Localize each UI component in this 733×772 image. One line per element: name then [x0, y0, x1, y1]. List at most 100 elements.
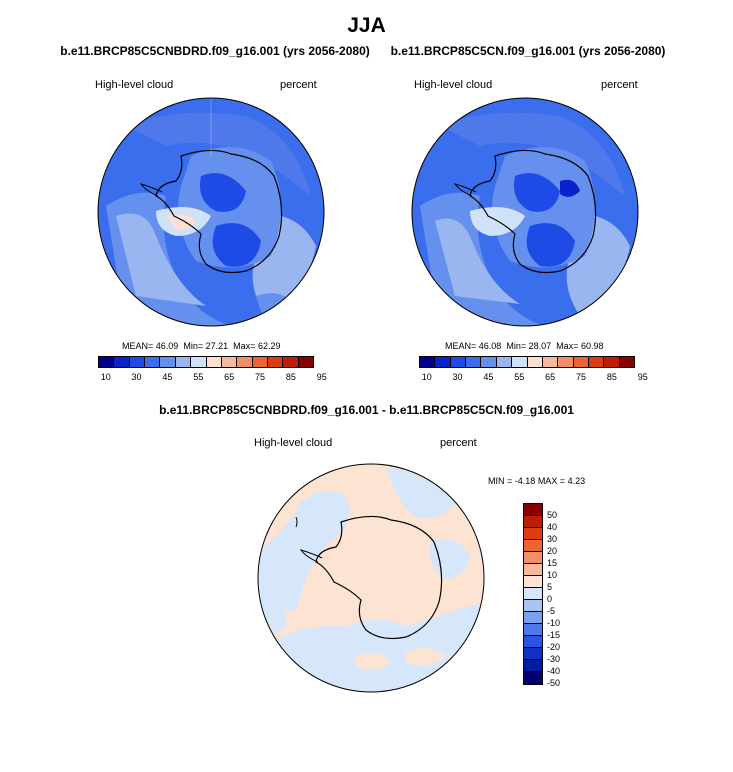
diff-variable-label: High-level cloud: [254, 437, 333, 449]
diff-colorbar-box: [524, 624, 542, 636]
diff-title: b.e11.BRCP85C5CNBDRD.f09_g16.001 - b.e11…: [159, 403, 574, 417]
panel1-colorbar-box: [267, 357, 284, 367]
diff-colorbar-tick-label: -10: [547, 618, 561, 628]
diff-max-label: MAX =: [537, 476, 566, 486]
panel1-colorbar-ticks: 10 30 45 55 65 75 85 95: [98, 372, 327, 384]
diff-colorbar-tick-label: 0: [547, 594, 553, 604]
panel2-colorbar: [419, 356, 635, 368]
diff-colorbar-box: [524, 516, 542, 528]
diff-colorbar-box: [524, 636, 542, 648]
panel1-colorbar-tick-label: 95: [316, 372, 327, 382]
diff-colorbar-tick-label: -50: [547, 678, 561, 688]
panel2-max-label: Max=: [556, 341, 579, 351]
panel1-colorbar-box: [252, 357, 268, 367]
panel2-min-label: Min=: [506, 341, 527, 351]
diff-colorbar-tick-label: 20: [547, 546, 558, 556]
diff-colorbar-box: [524, 576, 542, 588]
panel1-colorbar-box: [191, 357, 207, 367]
panel2-mean-label: MEAN=: [445, 341, 477, 351]
panel2-colorbar-tick-label: 45: [483, 372, 494, 382]
panel1-max-label: Max=: [233, 341, 256, 351]
diff-colorbar-ticks: 50 40 30 20 15 10 5 0 -5 -10 -15 -20 -30 -40 -50: [547, 503, 577, 688]
panel2-colorbar-box: [450, 357, 467, 367]
diff-colorbar-tick-label: 30: [547, 534, 558, 544]
diff-colorbar-tick-label: 10: [547, 570, 558, 580]
diff-min-value: -4.18: [514, 476, 536, 486]
panel1-colorbar-box: [298, 357, 314, 367]
panel1-colorbar-tick-label: 10: [100, 372, 111, 382]
panel2-colorbar-box: [573, 357, 589, 367]
diff-colorbar-tick-label: 5: [547, 582, 553, 592]
panel2-colorbar-box: [466, 357, 482, 367]
diff-colorbar-box: [524, 552, 542, 564]
panel1-colorbar-box: [175, 357, 192, 367]
panel1-min-label: Min=: [183, 341, 204, 351]
panel1-colorbar-box: [114, 357, 130, 367]
panel2-max-value: 60.98: [580, 341, 604, 351]
panel2-run-title: b.e11.BRCP85C5CN.f09_g16.001 (yrs 2056-2…: [390, 44, 666, 58]
panel1-colorbar-tick-label: 45: [162, 372, 173, 382]
panel2-colorbar-tick-label: 85: [606, 372, 617, 382]
panel1-colorbar-box: [206, 357, 222, 367]
panel1-colorbar-box: [283, 357, 299, 367]
panel1-colorbar-tick-label: 65: [224, 372, 235, 382]
diff-colorbar-box: [524, 648, 542, 660]
panel1-polar-map: [97, 97, 325, 327]
panel2-colorbar-box: [558, 357, 574, 367]
panel2-colorbar-box: [512, 357, 528, 367]
panel2-colorbar-tick-label: 65: [545, 372, 556, 382]
panel2-colorbar-box: [542, 357, 559, 367]
panel2-colorbar-tick-label: 95: [637, 372, 648, 382]
panel2-colorbar-box: [619, 357, 635, 367]
diff-max-value: 4.23: [567, 476, 586, 486]
panel2-variable-label: High-level cloud: [414, 79, 493, 91]
panel2-colorbar-ticks: 10 30 45 55 65 75 85 95: [419, 372, 648, 384]
diff-colorbar-box: [524, 540, 542, 552]
panel1-max-value: 62.29: [257, 341, 281, 351]
panel1-colorbar-box: [129, 357, 146, 367]
diff-min-label: MIN =: [488, 476, 513, 486]
diff-colorbar-tick-label: 15: [547, 558, 558, 568]
diff-colorbar-box: [524, 672, 542, 684]
panel2-mean-value: 46.08: [478, 341, 502, 351]
figure-title: JJA: [347, 14, 386, 37]
panel1-colorbar-tick-label: 75: [254, 372, 266, 382]
panel1-mean-value: 46.09: [155, 341, 179, 351]
panel1-colorbar: [98, 356, 314, 368]
diff-colorbar-tick-label: 50: [547, 510, 558, 520]
diff-colorbar-tick-label: 40: [547, 522, 558, 532]
diff-colorbar-box: [524, 600, 542, 612]
panel1-colorbar-box: [237, 357, 253, 367]
panel1-min-value: 27.21: [205, 341, 229, 351]
panel2-stats: MEAN= 46.08 Min= 28.07 Max= 60.98: [445, 341, 603, 351]
panel2-colorbar-box: [527, 357, 543, 367]
panel2-colorbar-tick-label: 55: [514, 372, 525, 382]
diff-colorbar-tick-label: -30: [547, 654, 561, 664]
panel1-colorbar-tick-label: 55: [193, 372, 204, 382]
panel1-colorbar-tick-label: 30: [131, 372, 142, 382]
diff-colorbar-tick-label: -20: [547, 642, 561, 652]
panel2-colorbar-box: [481, 357, 497, 367]
diff-colorbar-box: [524, 660, 542, 672]
diff-colorbar-box: [524, 504, 542, 516]
diff-colorbar-tick-label: -15: [547, 630, 561, 640]
panel2-polar-map: [411, 97, 639, 327]
panel2-colorbar-tick-label: 75: [575, 372, 587, 382]
diff-colorbar-box: [524, 564, 542, 576]
panel1-colorbar-box: [145, 357, 161, 367]
panel2-colorbar-box: [496, 357, 513, 367]
diff-colorbar-box: [524, 588, 542, 600]
diff-colorbar-box: [524, 528, 542, 540]
panel2-colorbar-tick-label: 10: [421, 372, 432, 382]
panel1-units-label: percent: [280, 79, 317, 91]
panel1-variable-label: High-level cloud: [95, 79, 174, 91]
diff-colorbar-box: [524, 612, 542, 624]
panel1-mean-label: MEAN=: [122, 341, 154, 351]
panel1-stats: MEAN= 46.09 Min= 27.21 Max= 62.29: [122, 341, 280, 351]
diff-colorbar: [523, 503, 543, 685]
panel1-colorbar-box: [99, 357, 115, 367]
panel2-min-value: 28.07: [528, 341, 552, 351]
panel2-units-label: percent: [601, 79, 638, 91]
diff-units-label: percent: [440, 437, 477, 449]
panel2-colorbar-tick-label: 30: [452, 372, 463, 382]
